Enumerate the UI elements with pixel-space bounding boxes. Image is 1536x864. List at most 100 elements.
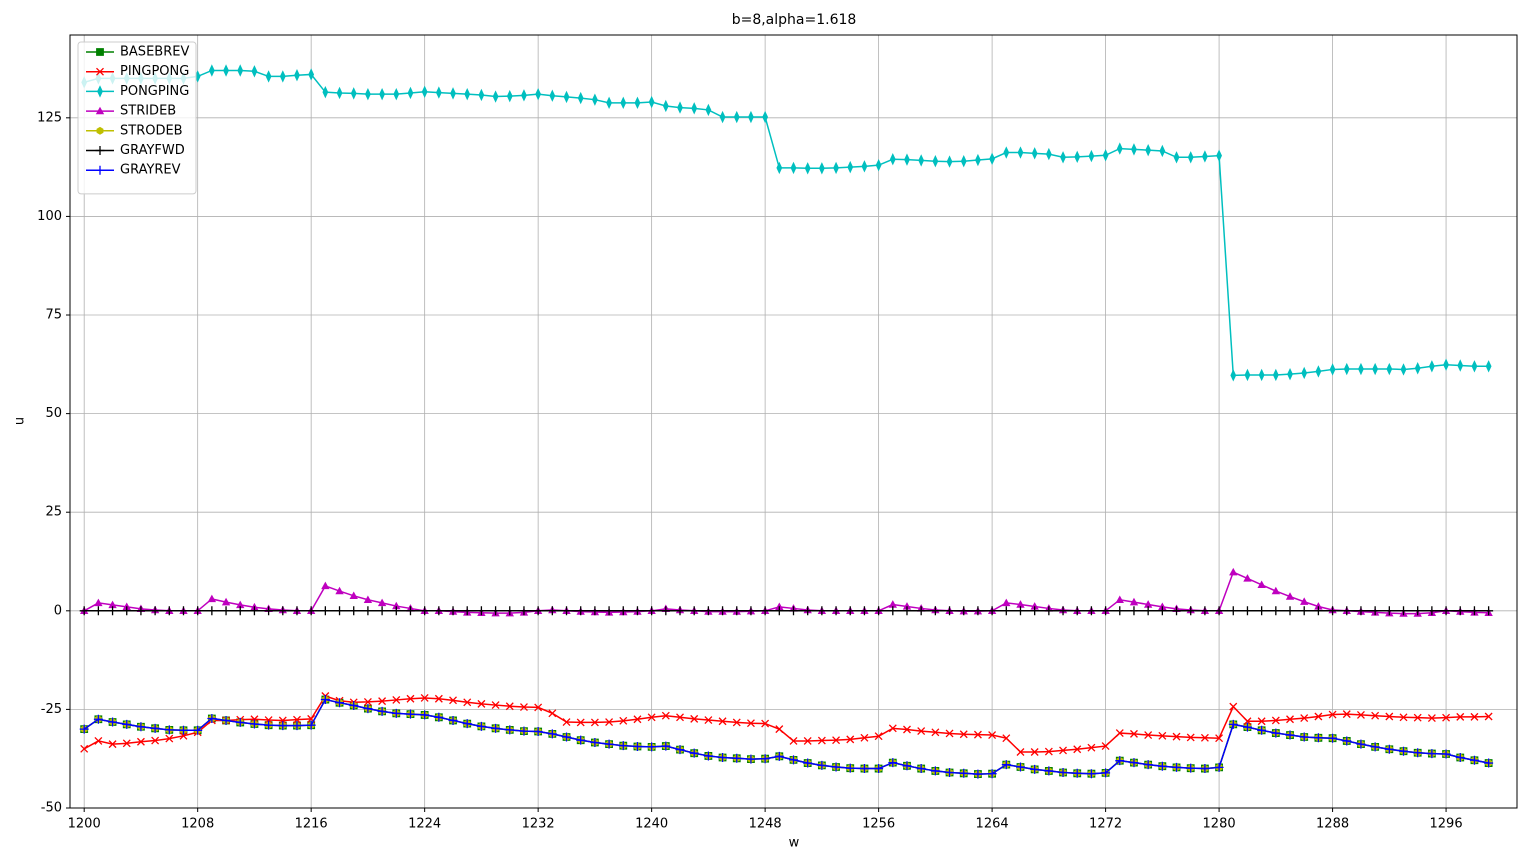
series-line <box>83 698 1489 775</box>
data-point <box>1469 755 1479 765</box>
data-point <box>590 718 599 727</box>
data-point <box>874 764 884 774</box>
y-tick-label: 125 <box>37 110 62 125</box>
data-point <box>859 606 869 616</box>
data-point <box>1115 606 1125 616</box>
data-point <box>916 764 926 774</box>
series-line <box>83 695 1489 753</box>
data-point <box>1186 733 1195 742</box>
data-point <box>705 103 712 117</box>
data-point <box>1413 748 1423 758</box>
data-point <box>973 730 982 739</box>
data-point <box>136 722 146 732</box>
data-point <box>320 695 330 705</box>
data-point <box>464 87 471 101</box>
legend-label: PINGPONG <box>120 64 189 79</box>
data-point <box>1484 758 1494 768</box>
data-point <box>535 87 542 101</box>
data-point <box>1470 712 1479 721</box>
data-point <box>689 748 699 758</box>
data-point <box>746 754 756 764</box>
y-tick-label: -50 <box>41 801 62 816</box>
data-point <box>945 729 954 738</box>
data-point <box>817 606 827 616</box>
data-point <box>1244 368 1251 382</box>
data-point <box>350 87 357 100</box>
series-line <box>83 571 1489 615</box>
data-point <box>549 89 556 102</box>
plot-area <box>79 64 1494 779</box>
data-point <box>762 110 769 124</box>
data-point <box>1441 606 1451 616</box>
data-point <box>789 606 798 616</box>
data-point <box>1101 606 1111 616</box>
data-point <box>619 716 628 725</box>
legend-marker <box>95 106 105 115</box>
data-point <box>377 706 387 716</box>
data-point <box>108 740 117 749</box>
data-point <box>378 697 387 706</box>
data-point <box>1002 598 1011 607</box>
data-point <box>592 93 598 106</box>
x-tick-label: 1208 <box>181 817 214 832</box>
data-point <box>349 700 359 710</box>
data-point <box>1271 586 1281 595</box>
data-point <box>434 606 444 616</box>
data-point <box>208 64 215 77</box>
data-point <box>1384 744 1394 754</box>
data-point <box>1328 606 1338 616</box>
data-point <box>1187 151 1194 164</box>
data-point <box>676 713 684 722</box>
data-point <box>590 606 600 616</box>
data-point <box>633 715 642 724</box>
data-point <box>150 606 160 616</box>
data-point <box>719 110 726 124</box>
data-point <box>932 155 939 168</box>
data-point <box>1158 731 1167 740</box>
data-point <box>1002 734 1011 743</box>
data-point <box>223 64 229 77</box>
data-point <box>689 606 699 616</box>
data-point <box>1299 606 1309 616</box>
data-point <box>94 598 103 607</box>
legend-marker <box>95 165 105 175</box>
data-point <box>235 606 245 616</box>
plot-frame <box>69 34 1518 809</box>
data-point <box>718 717 727 726</box>
data-point <box>1385 712 1394 721</box>
data-point <box>931 728 940 737</box>
data-point <box>391 606 401 616</box>
data-point <box>930 766 940 776</box>
x-tick-label: 1200 <box>68 817 101 832</box>
data-point <box>776 161 783 175</box>
data-point <box>1129 758 1139 768</box>
data-point <box>577 91 584 105</box>
data-point <box>420 710 430 720</box>
data-point <box>1342 710 1351 719</box>
data-point <box>1216 149 1222 162</box>
data-point <box>1257 606 1267 616</box>
data-point <box>1157 761 1167 771</box>
data-point <box>278 606 288 616</box>
y-tick-label: 75 <box>45 308 62 323</box>
data-point <box>1072 606 1082 616</box>
data-point <box>122 739 131 748</box>
data-point <box>804 162 811 175</box>
data-point <box>1074 150 1081 164</box>
data-point <box>1400 363 1407 376</box>
data-point <box>789 736 798 745</box>
data-point <box>278 716 287 725</box>
data-point <box>1101 742 1110 751</box>
data-point <box>463 698 472 707</box>
data-point <box>1469 606 1479 616</box>
data-point <box>1242 722 1252 732</box>
data-point <box>193 725 203 735</box>
data-point <box>760 754 770 764</box>
data-point <box>1315 365 1322 378</box>
data-point <box>918 154 925 167</box>
data-point <box>648 95 655 109</box>
data-point <box>1101 768 1111 778</box>
data-point <box>547 606 557 616</box>
data-point <box>221 597 231 606</box>
